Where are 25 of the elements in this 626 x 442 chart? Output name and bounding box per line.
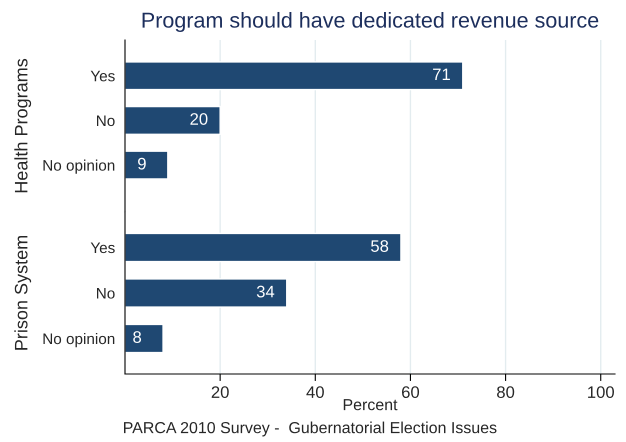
x-tick-label: 80 (497, 386, 514, 398)
data-label: 58 (371, 240, 388, 252)
data-label: 71 (433, 68, 450, 80)
x-tick-label: 40 (306, 386, 324, 398)
data-label: 9 (138, 158, 146, 170)
y-tick-label: No opinion (43, 332, 114, 348)
bar (125, 278, 288, 308)
bar (125, 324, 164, 354)
data-label: 34 (256, 286, 274, 298)
y-tick-label: Yes (90, 70, 115, 82)
y-tick-label: No opinion (43, 160, 114, 174)
y-tick-label: No (97, 288, 115, 299)
y-tick-label: Yes (90, 242, 115, 254)
data-label: 8 (133, 331, 142, 343)
y-axis-title: Health Programs (14, 58, 32, 192)
x-axis-title: Percent (344, 399, 398, 410)
bar (125, 232, 402, 262)
x-tick-label: 20 (212, 386, 229, 398)
y-axis-title: Prison System (14, 236, 32, 350)
x-tick-label: 100 (588, 386, 614, 398)
data-label: 20 (190, 113, 208, 125)
chart-title: Program should have dedicated revenue source (142, 12, 598, 32)
y-tick-label: No (97, 115, 115, 126)
text: PARCA 2010 Survey - Gubernatorial Election Issues (124, 422, 496, 436)
x-tick-label: 60 (402, 386, 420, 398)
